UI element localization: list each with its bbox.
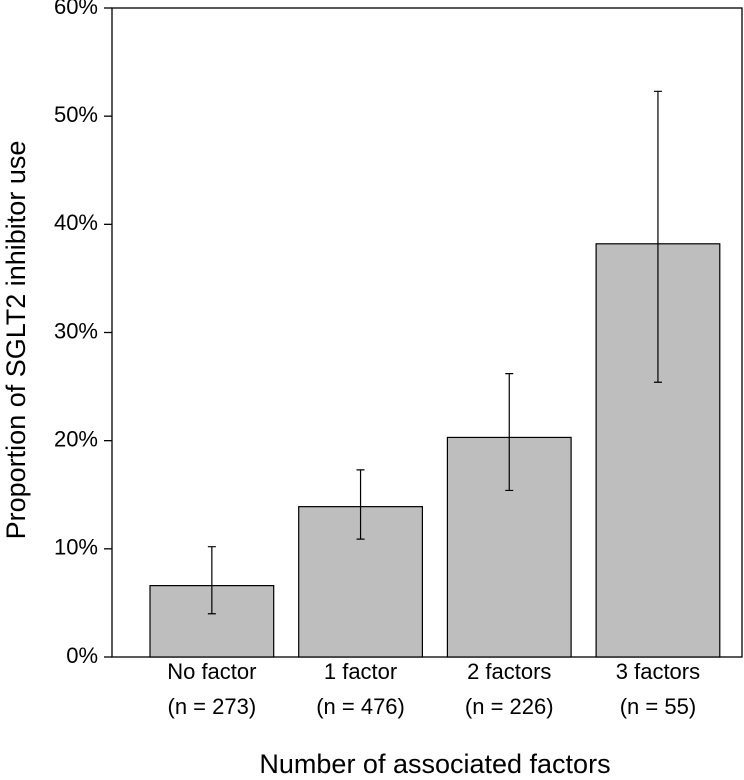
x-axis-label: Number of associated factors	[259, 749, 610, 779]
y-axis-label: Proportion of SGLT2 inhibitor use	[1, 141, 31, 540]
x-tick-count: (n = 55)	[620, 694, 696, 719]
x-tick-label: 2 factors	[467, 659, 551, 684]
error-bar	[356, 469, 365, 540]
y-tick-label: 60%	[54, 0, 98, 19]
error-bar	[653, 90, 662, 383]
y-tick-label: 10%	[54, 535, 98, 560]
y-tick-label: 40%	[54, 210, 98, 235]
x-tick-count: (n = 476)	[316, 694, 405, 719]
error-bar	[207, 546, 216, 615]
y-tick-label: 50%	[54, 102, 98, 127]
error-bar	[505, 373, 514, 492]
x-tick-count: (n = 273)	[168, 694, 257, 719]
y-tick-label: 20%	[54, 426, 98, 451]
x-tick-label: No factor	[167, 659, 256, 684]
y-tick-label: 30%	[54, 318, 98, 343]
x-tick-label: 1 factor	[324, 659, 397, 684]
x-tick-label: 3 factors	[616, 659, 700, 684]
y-tick-label: 0%	[66, 643, 98, 668]
x-tick-count: (n = 226)	[465, 694, 554, 719]
